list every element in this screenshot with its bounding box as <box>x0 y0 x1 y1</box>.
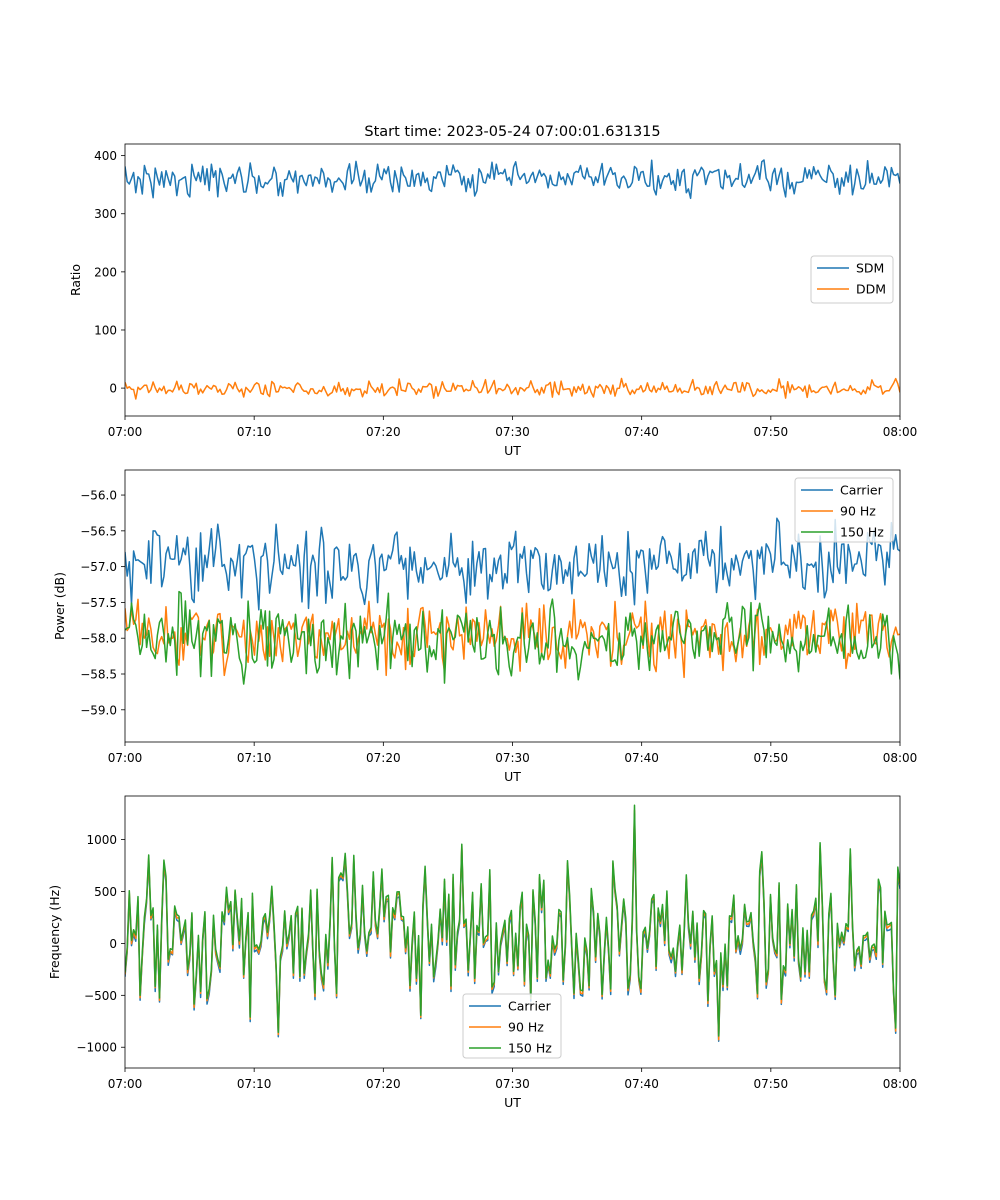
x-axis-label: UT <box>504 769 521 784</box>
legend: Carrier 90 Hz 150 Hz <box>462 993 562 1059</box>
y-tick-label: 100 <box>94 323 117 337</box>
y-tick-label: −500 <box>84 989 117 1003</box>
y-axis-label: Frequency (Hz) <box>47 885 62 979</box>
y-tick-label: −58.5 <box>80 668 117 682</box>
x-tick-label: 07:30 <box>495 425 530 439</box>
legend: SDM DDM <box>810 255 894 304</box>
y-axis-label: Ratio <box>68 264 83 296</box>
y-tick-label: −59.0 <box>80 703 117 717</box>
legend-label: 150 Hz <box>840 525 884 540</box>
x-tick-label: 07:10 <box>237 425 272 439</box>
legend-label: 150 Hz <box>508 1041 552 1056</box>
series-line-150-hz <box>125 590 900 685</box>
series-line-90-hz <box>125 598 900 679</box>
x-tick-label: 08:00 <box>883 1077 918 1091</box>
x-tick-label: 07:50 <box>754 1077 789 1091</box>
y-tick-label: 200 <box>94 265 117 279</box>
legend-box <box>462 993 562 1059</box>
x-tick-label: 07:20 <box>366 1077 401 1091</box>
x-tick-label: 07:40 <box>624 1077 659 1091</box>
y-tick-label: 1000 <box>86 833 117 847</box>
legend-label: SDM <box>856 261 884 276</box>
legend-label: Carrier <box>508 999 552 1014</box>
x-tick-label: 07:20 <box>366 425 401 439</box>
series-line-ddm <box>125 377 900 400</box>
series-line-150-hz <box>125 804 900 1037</box>
legend: Carrier 90 Hz 150 Hz <box>794 477 894 543</box>
x-tick-label: 08:00 <box>883 425 918 439</box>
chart-2: 07:00 07:10 07:20 07:30 07:40 07:50 08:00 −56.0… <box>52 469 918 784</box>
y-tick-label: −57.5 <box>80 596 117 610</box>
y-tick-label: 0 <box>109 382 117 396</box>
chart-3: 07:00 07:10 07:20 07:30 07:40 07:50 08:00 −1000… <box>47 795 918 1110</box>
y-axis-label: Power (dB) <box>52 572 67 640</box>
y-tick-label: 0 <box>109 937 117 951</box>
x-tick-label: 07:00 <box>108 425 143 439</box>
legend-label: DDM <box>856 282 886 297</box>
x-tick-label: 07:40 <box>624 425 659 439</box>
x-tick-label: 07:30 <box>495 1077 530 1091</box>
y-tick-label: −56.0 <box>80 489 117 503</box>
y-tick-label: −56.5 <box>80 524 117 538</box>
y-tick-label: 500 <box>94 885 117 899</box>
y-tick-label: −1000 <box>76 1041 117 1055</box>
x-tick-label: 07:10 <box>237 1077 272 1091</box>
x-tick-label: 07:20 <box>366 751 401 765</box>
y-tick-label: 400 <box>94 149 117 163</box>
x-tick-label: 07:00 <box>108 751 143 765</box>
x-axis-label: UT <box>504 443 521 458</box>
x-axis-label: UT <box>504 1095 521 1110</box>
x-tick-label: 07:00 <box>108 1077 143 1091</box>
legend-label: 90 Hz <box>840 504 876 519</box>
plot-frame <box>124 469 901 743</box>
x-tick-label: 07:30 <box>495 751 530 765</box>
y-tick-label: 300 <box>94 207 117 221</box>
x-tick-label: 08:00 <box>883 751 918 765</box>
legend-label: Carrier <box>840 483 884 498</box>
x-tick-label: 07:40 <box>624 751 659 765</box>
x-tick-label: 07:50 <box>754 751 789 765</box>
series-line-carrier <box>125 517 900 611</box>
figure-title: Start time: 2023-05-24 07:00:01.631315 <box>364 124 660 140</box>
x-tick-label: 07:10 <box>237 751 272 765</box>
chart-1: 07:00 07:10 07:20 07:30 07:40 07:50 08:00 0 100 2… <box>68 143 918 458</box>
series-line-sdm <box>125 159 900 200</box>
y-tick-label: −57.0 <box>80 560 117 574</box>
legend-label: 90 Hz <box>508 1020 544 1035</box>
legend-box <box>794 477 894 543</box>
x-tick-label: 07:50 <box>754 425 789 439</box>
y-tick-label: −58.0 <box>80 632 117 646</box>
